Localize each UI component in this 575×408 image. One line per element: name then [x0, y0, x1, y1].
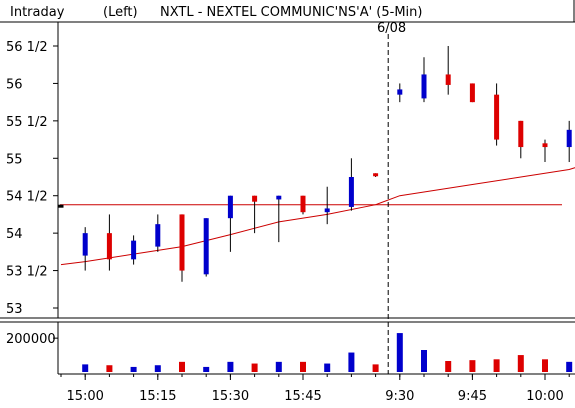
volume-bar [300, 361, 306, 372]
price-bar [518, 120, 524, 148]
price-tick-label: 53 1/2 [6, 265, 48, 280]
volume-bar [469, 360, 476, 372]
price-bar [155, 224, 161, 247]
price-bar [397, 89, 403, 95]
moving-average-line [60, 167, 575, 266]
volume-bar [445, 361, 452, 372]
volume-bar [372, 364, 379, 372]
volume-bar [154, 365, 161, 372]
price-tick-label: 55 [6, 152, 23, 167]
mode-label: Intraday [10, 5, 65, 20]
price-bar [252, 195, 258, 202]
price-bar [494, 94, 500, 140]
time-tick-label: 15:15 [139, 389, 176, 404]
price-bar [324, 208, 330, 213]
price-bar [469, 83, 475, 103]
volume-bar [396, 333, 403, 372]
price-bar [227, 195, 233, 219]
time-tick-label: 10:00 [526, 389, 563, 404]
price-bar [542, 143, 548, 148]
time-tick-label: 15:45 [284, 389, 321, 404]
price-bar [348, 177, 354, 207]
volume-bar [517, 355, 524, 372]
price-bar [203, 218, 209, 275]
price-bar [179, 214, 185, 271]
volume-bar [542, 359, 548, 372]
volume-bar [275, 361, 282, 372]
volume-bar [203, 366, 210, 372]
time-tick-label: 15:00 [66, 389, 103, 404]
volume-tick-label: 200000 [6, 332, 56, 347]
time-tick-label: 15:30 [212, 389, 249, 404]
price-tick-label: 54 1/2 [6, 190, 48, 205]
price-bar [82, 233, 88, 256]
price-bar [421, 74, 427, 99]
volume-bar [130, 366, 137, 372]
price-bar [276, 195, 282, 200]
volume-bar [106, 365, 113, 372]
price-bar [373, 173, 379, 177]
price-tick-label: 56 [6, 77, 23, 92]
time-tick-label: 9:45 [458, 389, 487, 404]
volume-bar [227, 361, 234, 372]
price-tick-label: 55 1/2 [6, 115, 48, 130]
volume-bar [421, 350, 427, 372]
price-bar [106, 233, 112, 260]
time-tick-label: 9:30 [385, 389, 414, 404]
volume-bar [251, 363, 258, 372]
volume-bar [179, 361, 185, 372]
axis-side-label: (Left) [103, 5, 138, 20]
price-bar [58, 204, 64, 208]
price-tick-label: 54 [6, 227, 23, 242]
volume-bar [566, 361, 573, 372]
price-tick-label: 56 1/2 [6, 40, 48, 55]
price-bar [566, 129, 572, 148]
price-bar [300, 195, 306, 213]
price-tick-label: 53 [6, 302, 23, 317]
volume-bar [493, 359, 500, 372]
chart-title: NXTL - NEXTEL COMMUNIC'NS'A' (5-Min) [160, 5, 422, 20]
volume-bar [348, 352, 355, 372]
price-bar [445, 74, 451, 85]
volume-bar [324, 363, 331, 372]
volume-bar [82, 364, 89, 372]
date-marker: 6/08 [377, 21, 406, 36]
price-bar [131, 240, 137, 260]
